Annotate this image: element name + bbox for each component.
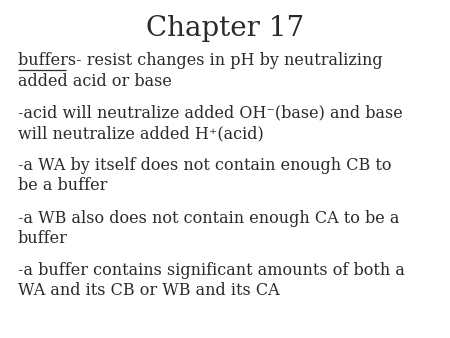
Text: -a WB also does not contain enough CA to be a
buffer: -a WB also does not contain enough CA to… xyxy=(18,210,400,247)
Text: buffers- resist changes in pH by neutralizing
added acid or base: buffers- resist changes in pH by neutral… xyxy=(18,52,382,90)
Text: Chapter 17: Chapter 17 xyxy=(146,15,304,42)
Text: -a WA by itself does not contain enough CB to
be a buffer: -a WA by itself does not contain enough … xyxy=(18,157,392,194)
Text: -acid will neutralize added OH⁻(base) and base
will neutralize added H⁺(acid): -acid will neutralize added OH⁻(base) an… xyxy=(18,105,403,142)
Text: -a buffer contains significant amounts of both a
WA and its CB or WB and its CA: -a buffer contains significant amounts o… xyxy=(18,262,405,299)
